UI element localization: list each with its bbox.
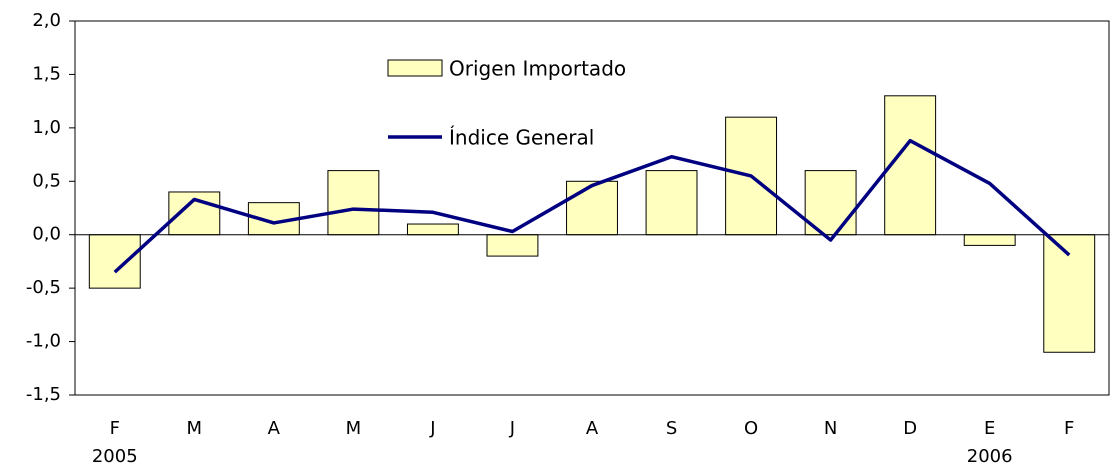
x-tick-label: J — [429, 418, 435, 439]
x-tick-label: D — [903, 418, 917, 439]
x-tick-label: M — [346, 418, 362, 439]
bar — [327, 170, 380, 236]
y-tick-label: 0,0 — [32, 224, 61, 245]
y-tick-label: -0,5 — [26, 277, 61, 298]
x-tick-label: A — [586, 418, 599, 439]
bar — [566, 180, 618, 236]
x-tick-label: N — [824, 418, 837, 439]
x-tick-label: O — [744, 418, 758, 439]
x-tick-label: E — [984, 418, 995, 439]
x-tick-label: J — [509, 418, 515, 439]
x-year-label: 2006 — [967, 446, 1013, 467]
bar — [804, 170, 857, 236]
legend-label: Índice General — [449, 126, 594, 150]
y-tick-label: 1,0 — [32, 117, 61, 138]
bar — [486, 234, 539, 257]
x-tick-label: F — [110, 418, 120, 439]
y-tick-label: -1,5 — [26, 384, 61, 405]
legend-swatch — [387, 59, 443, 77]
bar — [406, 223, 459, 236]
plot-border — [74, 20, 1110, 396]
x-tick-label: M — [187, 418, 203, 439]
bar — [88, 234, 141, 289]
line — [113, 138, 1071, 274]
y-tick-label: 2,0 — [32, 10, 61, 31]
bar — [1043, 234, 1096, 353]
legend-label: Origen Importado — [449, 57, 626, 81]
x-tick-label: F — [1064, 418, 1074, 439]
bar — [645, 170, 698, 236]
x-tick-label: A — [268, 418, 281, 439]
bar — [963, 234, 1016, 246]
bar — [884, 95, 937, 236]
x-year-label: 2005 — [92, 446, 138, 467]
y-tick-label: -1,0 — [26, 331, 61, 352]
y-tick-label: 0,5 — [32, 170, 61, 191]
y-tick-label: 1,5 — [32, 63, 61, 84]
x-tick-label: S — [666, 418, 677, 439]
